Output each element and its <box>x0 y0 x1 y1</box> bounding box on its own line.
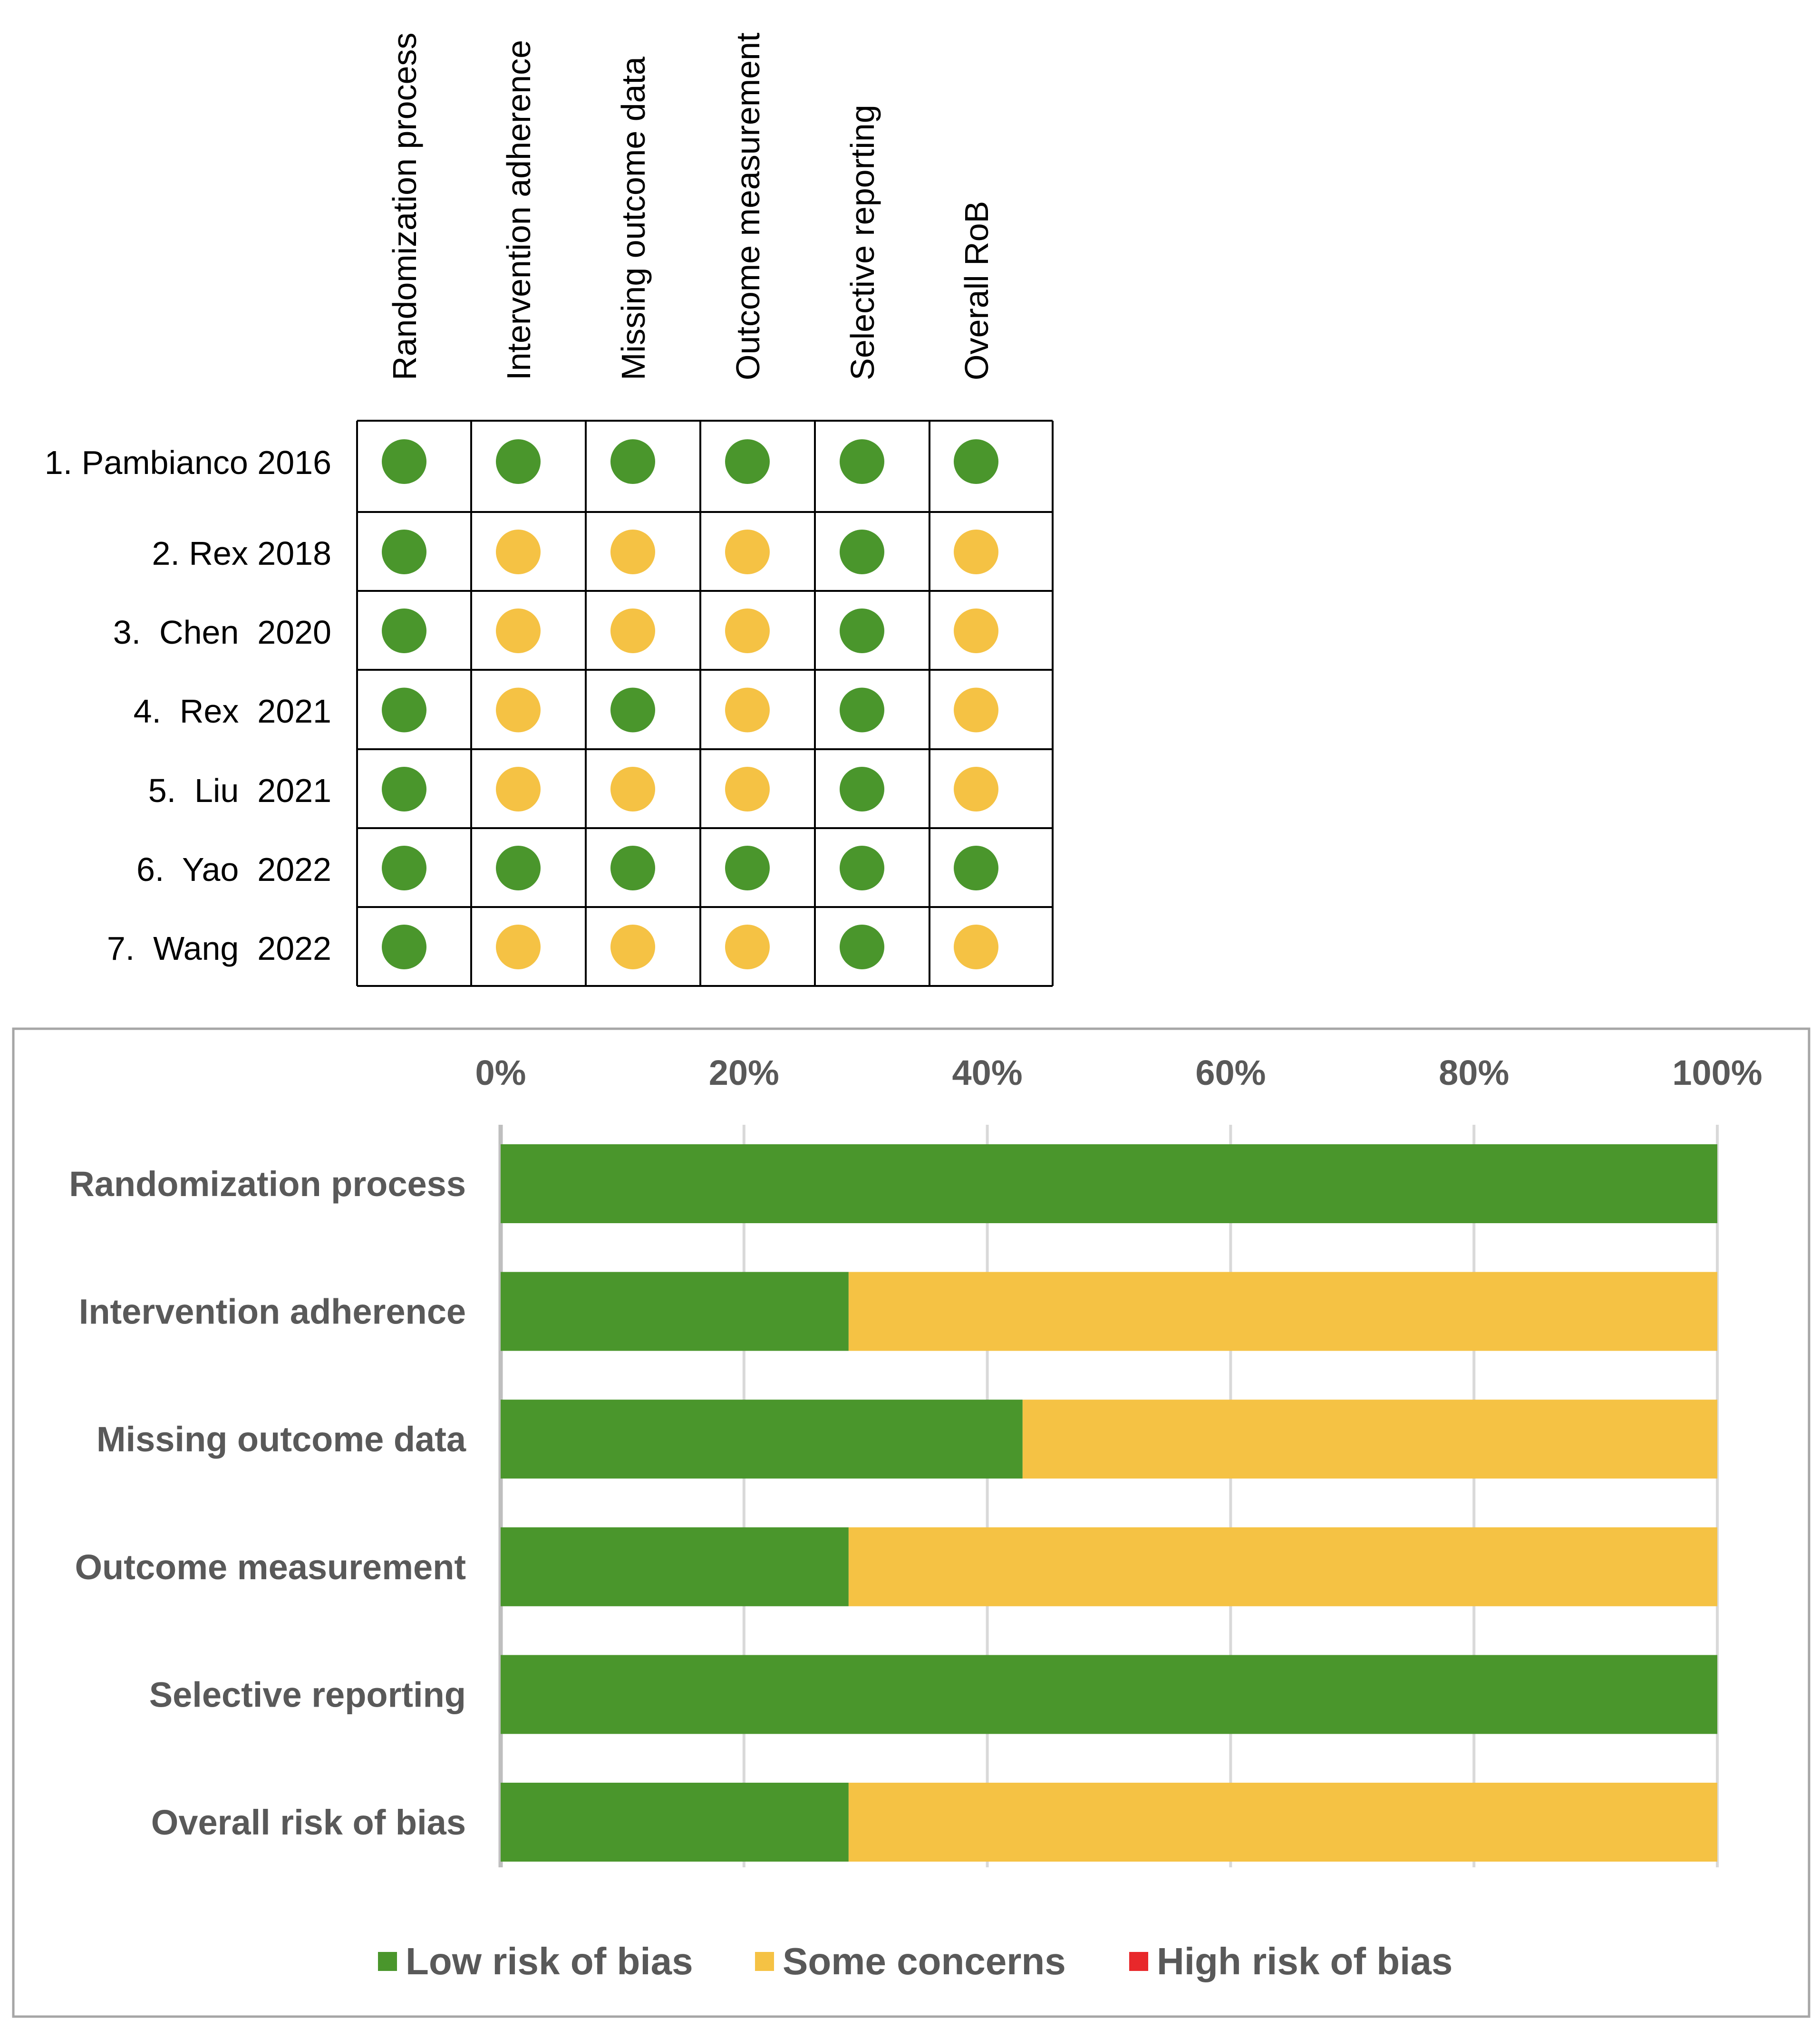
judgement-dot-some <box>610 530 655 574</box>
bar-low <box>501 1527 849 1606</box>
judgement-dot-low <box>840 439 884 484</box>
judgement-dot-some <box>610 767 655 811</box>
judgement-dot-low <box>840 846 884 890</box>
x-tick-label: 40% <box>952 1053 1023 1092</box>
judgement-dot-low <box>382 530 426 574</box>
judgement-dot-low <box>382 687 426 733</box>
judgement-dot-some <box>725 767 770 811</box>
legend-label: Some concerns <box>783 1940 1066 1982</box>
judgement-dot-some <box>496 530 541 574</box>
judgement-dot-some <box>610 925 655 969</box>
judgement-dot-low <box>382 439 426 484</box>
x-tick-label: 60% <box>1195 1053 1266 1092</box>
bar-some <box>1022 1400 1717 1479</box>
bar-some <box>848 1272 1717 1351</box>
study-labels: 1. Pambianco 2016 2. Rex 2018 3. Chen 20… <box>45 444 331 967</box>
domain-header: Overall RoB <box>958 201 995 380</box>
category-label: Missing outcome data <box>97 1420 466 1459</box>
study-label: 5. Liu 2021 <box>148 772 331 809</box>
judgement-dot-some <box>954 925 998 969</box>
legend-label: Low risk of bias <box>406 1940 693 1982</box>
domain-header: Intervention adherence <box>500 40 537 380</box>
domain-header: Missing outcome data <box>615 57 652 380</box>
judgement-dot-some <box>725 608 770 653</box>
judgement-dot-low <box>382 925 426 969</box>
bar-low <box>501 1783 849 1862</box>
traffic-light-plot: Randomization process Intervention adher… <box>45 33 1054 987</box>
judgement-dot-some <box>496 767 541 811</box>
judgement-dot-low <box>954 439 998 484</box>
judgement-dot-some <box>954 767 998 811</box>
chart-bars <box>501 1144 1717 1862</box>
category-label: Randomization process <box>69 1164 466 1204</box>
x-tick-label: 80% <box>1439 1053 1509 1092</box>
judgement-dot-low <box>725 439 770 484</box>
judgement-dot-some <box>954 687 998 733</box>
domain-header: Outcome measurement <box>729 33 766 380</box>
judgement-dot-low <box>840 687 884 733</box>
legend-swatch-low <box>378 1952 397 1971</box>
x-tick-label: 20% <box>709 1053 779 1092</box>
judgement-dot-low <box>610 687 655 733</box>
study-label: 7. Wang 2022 <box>107 930 331 967</box>
legend-swatch-some <box>755 1952 774 1971</box>
legend-swatch-high <box>1129 1952 1148 1971</box>
judgement-dot-some <box>725 925 770 969</box>
bar-some <box>848 1527 1717 1606</box>
category-label: Overall risk of bias <box>151 1803 466 1842</box>
x-axis-tick-labels: 0% 20% 40% 60% 80% 100% <box>475 1053 1762 1092</box>
judgement-dot-some <box>610 608 655 653</box>
judgement-dot-low <box>382 846 426 890</box>
judgement-dot-low <box>610 439 655 484</box>
chart-gridlines <box>498 1125 1719 1867</box>
judgement-dot-some <box>496 925 541 969</box>
category-labels: Randomization process Intervention adhere… <box>69 1164 466 1842</box>
judgement-dot-low <box>496 846 541 890</box>
judgement-dot-low <box>610 846 655 890</box>
study-label: 6. Yao 2022 <box>136 851 331 888</box>
bar-low <box>501 1144 1717 1223</box>
judgement-dot-low <box>840 530 884 574</box>
judgement-dot-low <box>382 767 426 811</box>
traffic-light-dots <box>382 439 998 969</box>
bar-low <box>501 1655 1717 1734</box>
judgement-dot-low <box>725 846 770 890</box>
judgement-dot-some <box>496 687 541 733</box>
traffic-light-grid <box>356 420 1054 987</box>
category-label: Outcome measurement <box>75 1547 466 1587</box>
judgement-dot-some <box>954 530 998 574</box>
x-tick-label: 100% <box>1672 1053 1762 1092</box>
bar-some <box>848 1783 1717 1862</box>
study-label: 2. Rex 2018 <box>152 535 331 572</box>
bar-low <box>501 1272 849 1351</box>
study-label: 3. Chen 2020 <box>113 614 331 651</box>
domain-headers: Randomization process Intervention adher… <box>386 33 995 380</box>
bar-low <box>501 1400 1023 1479</box>
chart-legend: Low risk of bias Some concerns High risk o… <box>378 1940 1452 1982</box>
judgement-dot-some <box>496 608 541 653</box>
judgement-dot-low <box>840 608 884 653</box>
x-tick-label: 0% <box>475 1053 526 1092</box>
domain-header: Selective reporting <box>844 105 881 380</box>
judgement-dot-low <box>840 925 884 969</box>
study-label: 1. Pambianco 2016 <box>45 444 331 481</box>
study-label: 4. Rex 2021 <box>134 693 331 730</box>
legend-label: High risk of bias <box>1157 1940 1452 1982</box>
judgement-dot-some <box>954 608 998 653</box>
judgement-dot-some <box>725 530 770 574</box>
domain-header: Randomization process <box>386 33 423 380</box>
judgement-dot-low <box>840 767 884 811</box>
judgement-dot-low <box>954 846 998 890</box>
judgement-dot-low <box>382 608 426 653</box>
category-label: Intervention adherence <box>79 1292 466 1332</box>
category-label: Selective reporting <box>149 1675 466 1714</box>
summary-bar-chart: 0% 20% 40% 60% 80% 100% Randomization process… <box>12 1027 1810 2018</box>
judgement-dot-some <box>725 687 770 733</box>
judgement-dot-low <box>496 439 541 484</box>
